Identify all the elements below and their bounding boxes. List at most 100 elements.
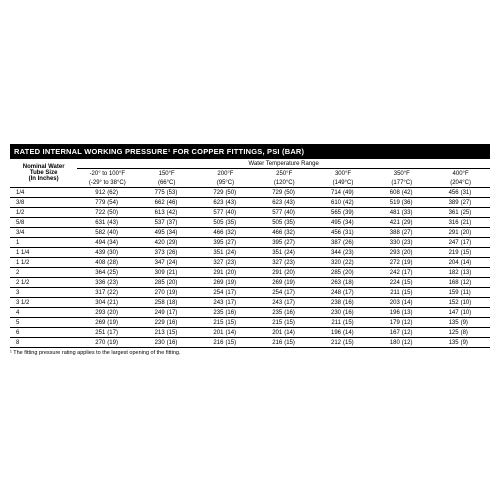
cell-value: 230(16) bbox=[314, 308, 373, 318]
cell-value: 361(25) bbox=[431, 208, 490, 218]
cell-value: 389(27) bbox=[431, 198, 490, 208]
cell-size: 8 bbox=[10, 338, 77, 348]
cell-value: 317(22) bbox=[77, 288, 137, 298]
col-header-celsius: (-29° to 38°C) bbox=[77, 178, 137, 188]
cell-value: 537(37) bbox=[137, 218, 196, 228]
cell-value: 224(15) bbox=[372, 278, 431, 288]
col-header-temp: 150°F bbox=[137, 169, 196, 179]
cell-value: 159(11) bbox=[431, 288, 490, 298]
cell-value: 180(12) bbox=[372, 338, 431, 348]
cell-value: 196(14) bbox=[314, 328, 373, 338]
cell-value: 269(19) bbox=[196, 278, 255, 288]
table-row: 8270(19)230(16)216(15)216(15)212(15)180(… bbox=[10, 338, 490, 348]
cell-value: 238(16) bbox=[314, 298, 373, 308]
col-header-celsius: (149°C) bbox=[314, 178, 373, 188]
cell-value: 495(34) bbox=[314, 218, 373, 228]
cell-value: 610(42) bbox=[314, 198, 373, 208]
cell-size: 5 bbox=[10, 318, 77, 328]
cell-value: 216(15) bbox=[255, 338, 314, 348]
cell-value: 211(15) bbox=[314, 318, 373, 328]
cell-value: 327(23) bbox=[255, 258, 314, 268]
cell-value: 269(19) bbox=[77, 318, 137, 328]
cell-size: 1 1/4 bbox=[10, 248, 77, 258]
cell-value: 254(17) bbox=[255, 288, 314, 298]
cell-value: 421(29) bbox=[372, 218, 431, 228]
cell-value: 582(40) bbox=[77, 228, 137, 238]
cell-value: 577(40) bbox=[196, 208, 255, 218]
table-row: 1 1/2408(28)347(24)327(23)327(23)320(22)… bbox=[10, 258, 490, 268]
table-row: 5269(19)229(16)215(15)215(15)211(15)179(… bbox=[10, 318, 490, 328]
cell-size: 1 1/2 bbox=[10, 258, 77, 268]
cell-value: 242(17) bbox=[372, 268, 431, 278]
table-row: 3 1/2304(21)258(18)243(17)243(17)238(16)… bbox=[10, 298, 490, 308]
table-row: 3/8779(54)662(46)623(43)623(43)610(42)51… bbox=[10, 198, 490, 208]
cell-value: 608(42) bbox=[372, 188, 431, 198]
table-row: 2 1/2336(23)285(20)269(19)269(19)263(18)… bbox=[10, 278, 490, 288]
cell-value: 466(32) bbox=[196, 228, 255, 238]
cell-value: 373(26) bbox=[137, 248, 196, 258]
cell-value: 291(20) bbox=[196, 268, 255, 278]
cell-value: 152(10) bbox=[431, 298, 490, 308]
cell-value: 439(30) bbox=[77, 248, 137, 258]
table-row: 3/4582(40)495(34)466(32)466(32)456(31)38… bbox=[10, 228, 490, 238]
cell-value: 135(9) bbox=[431, 338, 490, 348]
table-row: 6251(17)213(15)201(14)201(14)196(14)167(… bbox=[10, 328, 490, 338]
cell-value: 330(23) bbox=[372, 238, 431, 248]
table-row: 1/2722(50)613(42)577(40)577(40)565(39)48… bbox=[10, 208, 490, 218]
cell-size: 1/4 bbox=[10, 188, 77, 198]
cell-value: 270(19) bbox=[77, 338, 137, 348]
cell-value: 293(20) bbox=[77, 308, 137, 318]
cell-value: 196(13) bbox=[372, 308, 431, 318]
table-row: 1 1/4439(30)373(26)351(24)351(24)344(23)… bbox=[10, 248, 490, 258]
table-row: 3317(22)270(19)254(17)254(17)248(17)211(… bbox=[10, 288, 490, 298]
table-head: Nominal Water Tube Size (In Inches) Wate… bbox=[10, 159, 490, 188]
cell-value: 125(8) bbox=[431, 328, 490, 338]
cell-value: 505(35) bbox=[196, 218, 255, 228]
cell-size: 2 bbox=[10, 268, 77, 278]
cell-value: 213(15) bbox=[137, 328, 196, 338]
col-header-celsius: (177°C) bbox=[372, 178, 431, 188]
cell-value: 204(14) bbox=[431, 258, 490, 268]
cell-size: 4 bbox=[10, 308, 77, 318]
col-header-celsius: (204°C) bbox=[431, 178, 490, 188]
cell-value: 408(28) bbox=[77, 258, 137, 268]
cell-value: 456(31) bbox=[314, 228, 373, 238]
cell-value: 243(17) bbox=[196, 298, 255, 308]
cell-value: 351(24) bbox=[196, 248, 255, 258]
cell-value: 229(16) bbox=[137, 318, 196, 328]
col-header-temp: 250°F bbox=[255, 169, 314, 179]
cell-size: 3/4 bbox=[10, 228, 77, 238]
cell-value: 623(43) bbox=[196, 198, 255, 208]
cell-value: 351(24) bbox=[255, 248, 314, 258]
cell-value: 247(17) bbox=[431, 238, 490, 248]
cell-value: 481(33) bbox=[372, 208, 431, 218]
cell-value: 182(13) bbox=[431, 268, 490, 278]
cell-value: 565(39) bbox=[314, 208, 373, 218]
table-row: 1494(34)420(29)395(27)395(27)387(26)330(… bbox=[10, 238, 490, 248]
cell-value: 269(19) bbox=[255, 278, 314, 288]
cell-value: 775(53) bbox=[137, 188, 196, 198]
cell-value: 235(16) bbox=[196, 308, 255, 318]
cell-value: 714(49) bbox=[314, 188, 373, 198]
cell-value: 248(17) bbox=[314, 288, 373, 298]
cell-value: 662(46) bbox=[137, 198, 196, 208]
cell-value: 285(20) bbox=[137, 278, 196, 288]
pressure-table: Nominal Water Tube Size (In Inches) Wate… bbox=[10, 159, 490, 348]
cell-size: 5/8 bbox=[10, 218, 77, 228]
col-header-celsius: (95°C) bbox=[196, 178, 255, 188]
cell-value: 212(15) bbox=[314, 338, 373, 348]
cell-value: 722(50) bbox=[77, 208, 137, 218]
cell-value: 347(24) bbox=[137, 258, 196, 268]
cell-value: 270(19) bbox=[137, 288, 196, 298]
cell-value: 420(29) bbox=[137, 238, 196, 248]
cell-value: 519(36) bbox=[372, 198, 431, 208]
table-row: 2364(25)309(21)291(20)291(20)285(20)242(… bbox=[10, 268, 490, 278]
cell-value: 203(14) bbox=[372, 298, 431, 308]
cell-value: 316(21) bbox=[431, 218, 490, 228]
cell-value: 201(14) bbox=[255, 328, 314, 338]
cell-value: 272(19) bbox=[372, 258, 431, 268]
cell-value: 211(15) bbox=[372, 288, 431, 298]
cell-value: 336(23) bbox=[77, 278, 137, 288]
cell-size: 1/2 bbox=[10, 208, 77, 218]
cell-value: 285(20) bbox=[314, 268, 373, 278]
